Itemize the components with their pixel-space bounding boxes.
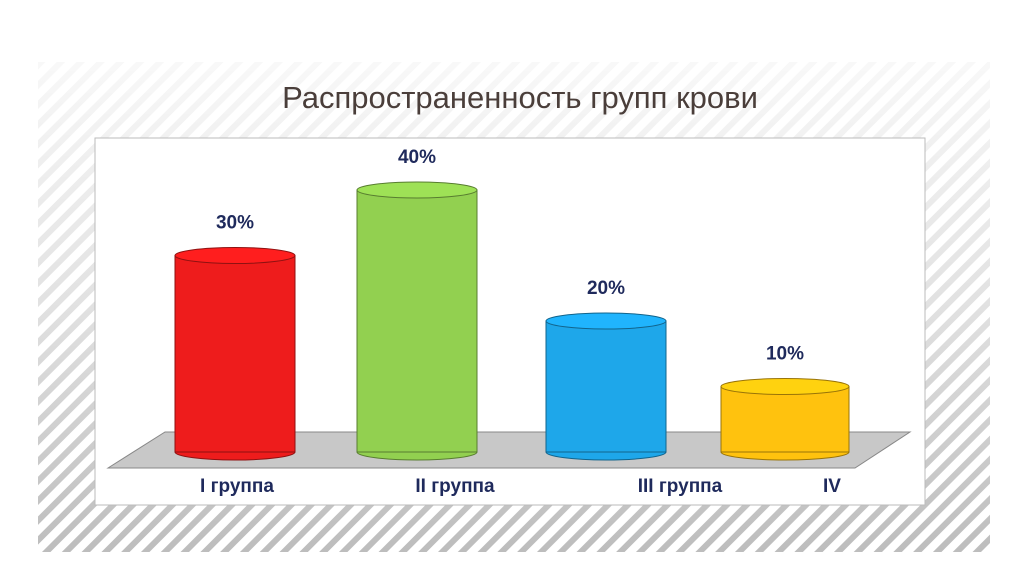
floor: [106, 431, 912, 469]
chart-title: Распространенность групп крови: [282, 80, 758, 115]
bar-top: [174, 247, 296, 264]
bar-top: [356, 181, 478, 199]
bar: [356, 189, 478, 453]
bar: [174, 255, 296, 453]
value-label: 40%: [398, 147, 436, 168]
x-tick-label: IV: [823, 476, 841, 497]
bar: [720, 386, 850, 453]
bar-top: [545, 312, 667, 330]
x-tick-label: II группа: [415, 476, 495, 497]
value-label: 20%: [587, 278, 625, 299]
bar: [545, 320, 667, 453]
x-tick-label: III группа: [638, 476, 723, 497]
bar-top: [720, 378, 850, 395]
x-tick-label: I группа: [200, 476, 274, 497]
value-label: 30%: [216, 213, 254, 234]
value-label: 10%: [766, 344, 804, 365]
